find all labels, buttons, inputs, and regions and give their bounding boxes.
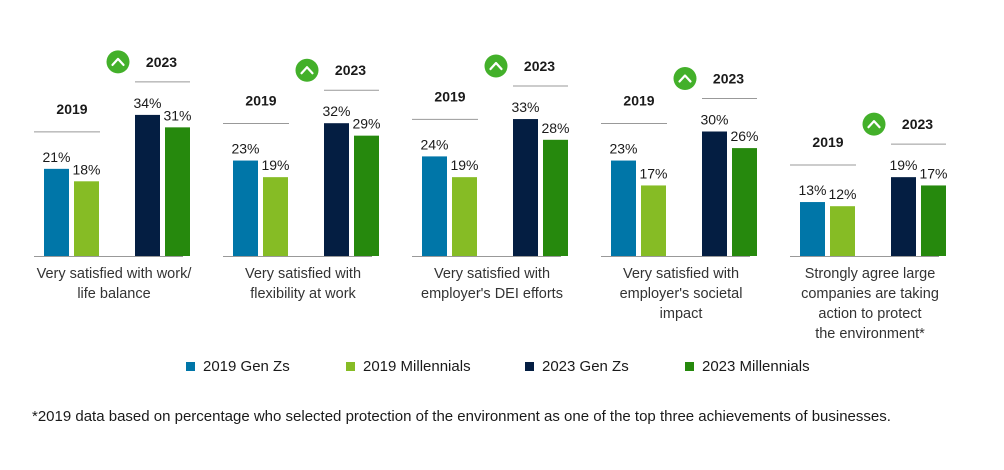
- value-label-millennials-2023-3: 28%: [541, 120, 569, 136]
- up-chevron-icon-2: [300, 66, 314, 75]
- category-label-1-line-1: Very satisfied with work/: [37, 266, 193, 282]
- value-label-gen-z-2019-4: 23%: [609, 141, 637, 157]
- bar-gen-z-2023-3: [513, 119, 538, 256]
- value-label-gen-z-2019-5: 13%: [798, 182, 826, 198]
- value-label-gen-z-2023-2: 32%: [322, 103, 350, 119]
- bar-millennials-2023-1: [165, 127, 190, 256]
- year-label-2019-4: 2019: [623, 93, 654, 109]
- bar-gen-z-2023-5: [891, 177, 916, 256]
- legend-label-2023-millennials: 2023 Millennials: [702, 358, 810, 375]
- category-label-1-line-2: life balance: [77, 286, 150, 302]
- value-label-millennials-2023-5: 17%: [919, 165, 947, 181]
- value-label-millennials-2019-5: 12%: [828, 186, 856, 202]
- bar-millennials-2023-5: [921, 185, 946, 256]
- legend-swatch-2023-millennials: [685, 362, 694, 371]
- up-chevron-icon-4: [678, 74, 692, 83]
- bar-gen-z-2023-4: [702, 131, 727, 256]
- category-label-2-line-1: Very satisfied with: [245, 266, 361, 282]
- up-chevron-badge-icon-3: [484, 54, 508, 78]
- bar-millennials-2019-2: [263, 177, 288, 256]
- value-label-gen-z-2023-5: 19%: [889, 157, 917, 173]
- bar-gen-z-2023-2: [324, 123, 349, 256]
- category-label-4-line-3: impact: [660, 306, 703, 322]
- category-label-3-line-1: Very satisfied with: [434, 266, 550, 282]
- year-label-2023-4: 2023: [713, 71, 744, 87]
- value-label-millennials-2023-2: 29%: [352, 116, 380, 132]
- value-label-millennials-2019-4: 17%: [639, 165, 667, 181]
- legend-swatch-2019-gen-z: [186, 362, 195, 371]
- legend-item-2019-gen-z: 2019 Gen Zs: [186, 358, 290, 375]
- legend-label-2019-millennials: 2019 Millennials: [363, 358, 471, 375]
- value-label-millennials-2023-1: 31%: [163, 107, 191, 123]
- value-label-gen-z-2023-3: 33%: [511, 99, 539, 115]
- value-label-gen-z-2019-2: 23%: [231, 141, 259, 157]
- category-label-4-line-1: Very satisfied with: [623, 266, 739, 282]
- bar-millennials-2023-2: [354, 135, 379, 256]
- value-label-millennials-2019-3: 19%: [450, 157, 478, 173]
- bar-gen-z-2019-1: [44, 168, 69, 256]
- legend-swatch-2023-gen-z: [525, 362, 534, 371]
- year-label-2019-3: 2019: [434, 88, 465, 104]
- year-label-2019-2: 2019: [245, 93, 276, 109]
- up-chevron-badge-icon-4: [673, 67, 697, 90]
- bar-gen-z-2019-3: [422, 156, 447, 256]
- value-label-gen-z-2019-3: 24%: [420, 136, 448, 152]
- category-label-2-line-2: flexibility at work: [250, 286, 356, 302]
- bar-millennials-2019-5: [830, 206, 855, 256]
- category-label-5-line-4: the environment*: [815, 326, 925, 342]
- bar-chart: 21%18% 34%31% 2019 2023 Very satisfied with …: [34, 50, 948, 342]
- year-label-2023-2: 2023: [335, 62, 366, 78]
- bar-gen-z-2019-5: [800, 202, 825, 256]
- year-label-2023-1: 2023: [146, 54, 177, 70]
- legend-item-2023-millennials: 2023 Millennials: [685, 358, 810, 375]
- up-chevron-icon-5: [867, 120, 881, 129]
- category-label-5-line-3: action to protect: [818, 306, 921, 322]
- category-label-5-line-2: companies are taking: [801, 286, 939, 302]
- bar-millennials-2023-4: [732, 148, 757, 256]
- bar-millennials-2023-3: [543, 139, 568, 256]
- up-chevron-badge-icon-2: [295, 58, 319, 82]
- bar-gen-z-2019-4: [611, 160, 636, 256]
- up-chevron-badge-icon-5: [862, 112, 886, 136]
- up-chevron-icon-1: [111, 57, 125, 67]
- bar-millennials-2019-3: [452, 177, 477, 256]
- category-label-3-line-2: employer's DEI efforts: [421, 286, 563, 302]
- year-label-2023-5: 2023: [902, 116, 933, 132]
- legend-label-2019-gen-z: 2019 Gen Zs: [203, 358, 290, 375]
- bar-gen-z-2019-2: [233, 160, 258, 256]
- category-label-4-line-2: employer's societal: [620, 286, 743, 302]
- up-chevron-icon-3: [489, 61, 503, 71]
- year-label-2019-5: 2019: [812, 134, 843, 150]
- year-label-2023-3: 2023: [524, 58, 555, 74]
- legend: 2019 Gen Zs 2019 Millennials 2023 Gen Zs…: [0, 358, 1004, 380]
- year-label-2019-1: 2019: [56, 101, 87, 117]
- value-label-millennials-2019-1: 18%: [72, 161, 100, 177]
- footnote: *2019 data based on percentage who selec…: [32, 408, 891, 425]
- bar-millennials-2019-1: [74, 181, 99, 256]
- value-label-millennials-2019-2: 19%: [261, 157, 289, 173]
- legend-item-2019-millennials: 2019 Millennials: [346, 358, 471, 375]
- value-label-millennials-2023-4: 26%: [730, 128, 758, 144]
- bar-millennials-2019-4: [641, 185, 666, 256]
- value-label-gen-z-2023-4: 30%: [700, 112, 728, 128]
- category-label-5-line-1: Strongly agree large: [805, 266, 936, 282]
- up-chevron-badge-icon-1: [106, 50, 130, 74]
- value-label-gen-z-2019-1: 21%: [42, 149, 70, 165]
- legend-swatch-2019-millennials: [346, 362, 355, 371]
- value-label-gen-z-2023-1: 34%: [133, 95, 161, 111]
- legend-item-2023-gen-z: 2023 Gen Zs: [525, 358, 629, 375]
- legend-label-2023-gen-z: 2023 Gen Zs: [542, 358, 629, 375]
- bar-gen-z-2023-1: [135, 114, 160, 257]
